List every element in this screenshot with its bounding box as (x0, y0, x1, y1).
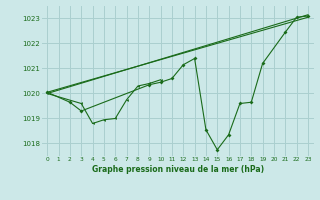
X-axis label: Graphe pression niveau de la mer (hPa): Graphe pression niveau de la mer (hPa) (92, 165, 264, 174)
